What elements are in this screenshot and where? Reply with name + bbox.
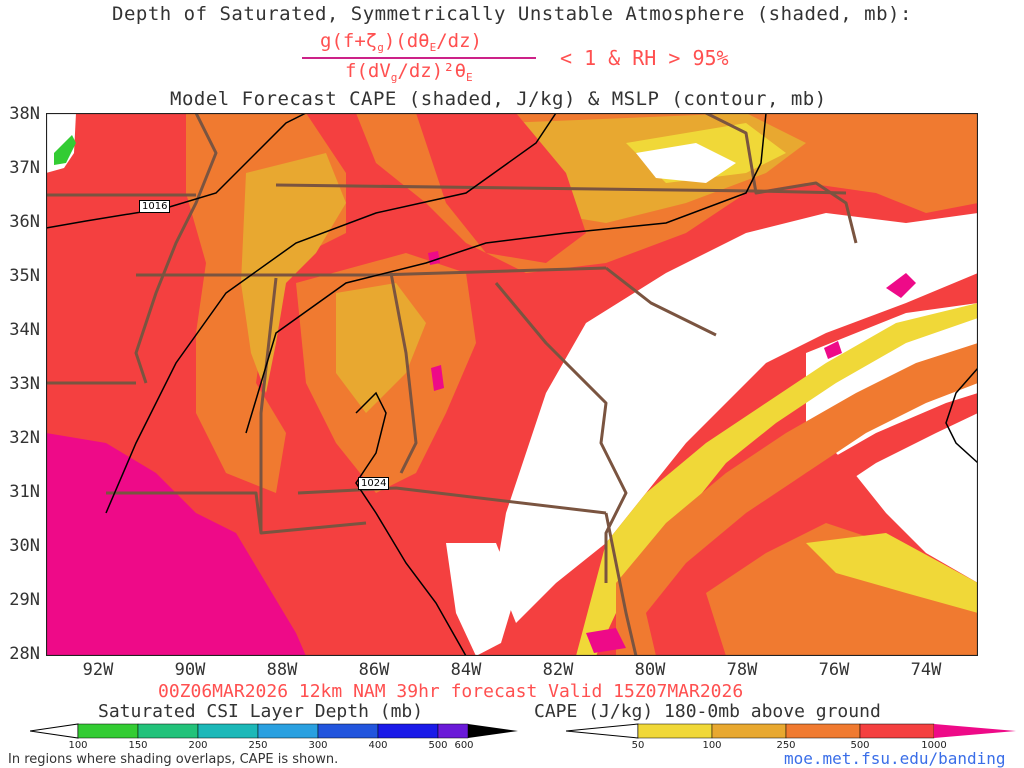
no-cape-carolinas (496, 213, 978, 623)
legend-right-swatch-250 (785, 723, 861, 739)
lat-label-37n: 37N (9, 158, 40, 178)
no-cape-florida (446, 543, 516, 656)
cape-1000-spot1 (428, 251, 440, 265)
source-url[interactable]: moe.met.fsu.edu/banding (784, 749, 1006, 768)
isobar-label-1016: 1016 (139, 200, 171, 213)
lat-label-38n: 38N (9, 104, 40, 124)
lon-label-82w: 82W (542, 660, 574, 680)
legend-left-tick-200: 200 (188, 740, 208, 751)
lon-label-90w: 90W (174, 660, 206, 680)
formula-denominator: f(dVg/dz)²θE (345, 60, 473, 84)
legend-left-tick-100: 100 (68, 740, 88, 751)
lat-label-33n: 33N (9, 374, 40, 394)
legend-left-tick-600: 600 (454, 740, 474, 751)
legend-right-tick-1000: 1000 (921, 740, 947, 751)
lat-label-35n: 35N (9, 266, 40, 286)
legend-left-tick-400: 400 (368, 740, 388, 751)
legend-right-tick-50: 50 (631, 740, 645, 751)
lon-label-84w: 84W (450, 660, 482, 680)
legend-left-swatch-100 (77, 723, 139, 739)
formula-bar (302, 57, 536, 59)
isobars (46, 113, 978, 656)
lat-label-29n: 29N (9, 590, 40, 610)
numerator-sub: g (377, 41, 384, 54)
legend-left-swatch-250 (257, 723, 319, 739)
isobar-label-1024: 1024 (358, 477, 390, 490)
legend-left-colorbar (30, 723, 518, 739)
legend-left-swatch-150 (137, 723, 199, 739)
legend-left-tick-250: 250 (248, 740, 268, 751)
legend-left-swatch-400 (377, 723, 439, 739)
lat-label-36n: 36N (9, 212, 40, 232)
csi-green-patch (54, 135, 76, 165)
cape-1000-spot4 (824, 341, 842, 359)
lat-label-28n: 28N (9, 644, 40, 664)
legend-right-title: CAPE (J/kg) 180-0mb above ground (534, 701, 881, 722)
lat-label-30n: 30N (9, 536, 40, 556)
legend-right-high-arrow (934, 724, 1016, 738)
legend-left-tick-500: 500 (428, 740, 448, 751)
cape-yellow-southeast (806, 533, 978, 613)
cape-500-offshore (646, 393, 978, 656)
overlap-note: In regions where shading overlaps, CAPE … (8, 752, 339, 767)
lat-label-31n: 31N (9, 482, 40, 502)
legend-right-tick-250: 250 (776, 740, 796, 751)
lon-label-76w: 76W (818, 660, 850, 680)
legend-left-title: Saturated CSI Layer Depth (mb) (98, 701, 424, 722)
numerator-sub2: E (429, 41, 437, 54)
lon-label-88w: 88W (266, 660, 298, 680)
legend-left-high-arrow (468, 724, 518, 738)
state-borders (46, 113, 858, 656)
cape-250-offshore (616, 343, 978, 656)
denominator-sub2: E (466, 71, 473, 84)
denominator-rest: /dz)²θ (397, 60, 467, 82)
formula-numerator: g(f+ζg)(dθE/dz) (320, 30, 482, 54)
legend-left-tick-150: 150 (128, 740, 148, 751)
lon-label-92w: 92W (82, 660, 114, 680)
legend-left-swatch-500 (437, 723, 469, 739)
numerator-text: g(f+ζ (320, 30, 378, 52)
denominator-sub: g (390, 71, 398, 84)
legend-left-low-arrow (30, 723, 79, 739)
legend-left-swatch-200 (197, 723, 259, 739)
lat-label-32n: 32N (9, 428, 40, 448)
lon-label-80w: 80W (634, 660, 666, 680)
map-panel (46, 113, 978, 656)
legend-right-low-arrow (566, 723, 639, 739)
lon-label-78w: 78W (726, 660, 758, 680)
lat-label-34n: 34N (9, 320, 40, 340)
denominator-text: f(dV (345, 60, 391, 82)
legend-left-tick-300: 300 (308, 740, 328, 751)
cape-1000-spot5 (586, 628, 626, 653)
cape-100-band-west (241, 153, 346, 393)
legend-left-swatch-300 (317, 723, 379, 739)
no-cape-virginia-patch (636, 143, 736, 183)
header-line3: Model Forecast CAPE (shaded, J/kg) & MSL… (170, 88, 827, 110)
lon-label-74w: 74W (910, 660, 942, 680)
legend-right-tick-500: 500 (850, 740, 870, 751)
cape-100-georgia (336, 283, 426, 413)
legend-right-tick-100: 100 (702, 740, 722, 751)
legend-right-swatch-100 (711, 723, 787, 739)
forecast-valid-line: 00Z06MAR2026 12km NAM 39hr forecast Vali… (158, 681, 744, 702)
formula-condition: < 1 & RH > 95% (560, 46, 729, 70)
legend-right-colorbar (566, 723, 1016, 739)
cape-1000-gulf (46, 433, 306, 656)
legend-right-swatch-50 (637, 723, 713, 739)
legend-right-swatch-500 (859, 723, 935, 739)
header-line1: Depth of Saturated, Symmetrically Unstab… (112, 3, 912, 25)
numerator-end: /dz) (436, 30, 482, 52)
lon-label-86w: 86W (358, 660, 390, 680)
cape-1000-spot3 (886, 273, 916, 298)
cape-1000-spot2 (431, 365, 444, 391)
numerator-rest: )(dθ (383, 30, 430, 52)
